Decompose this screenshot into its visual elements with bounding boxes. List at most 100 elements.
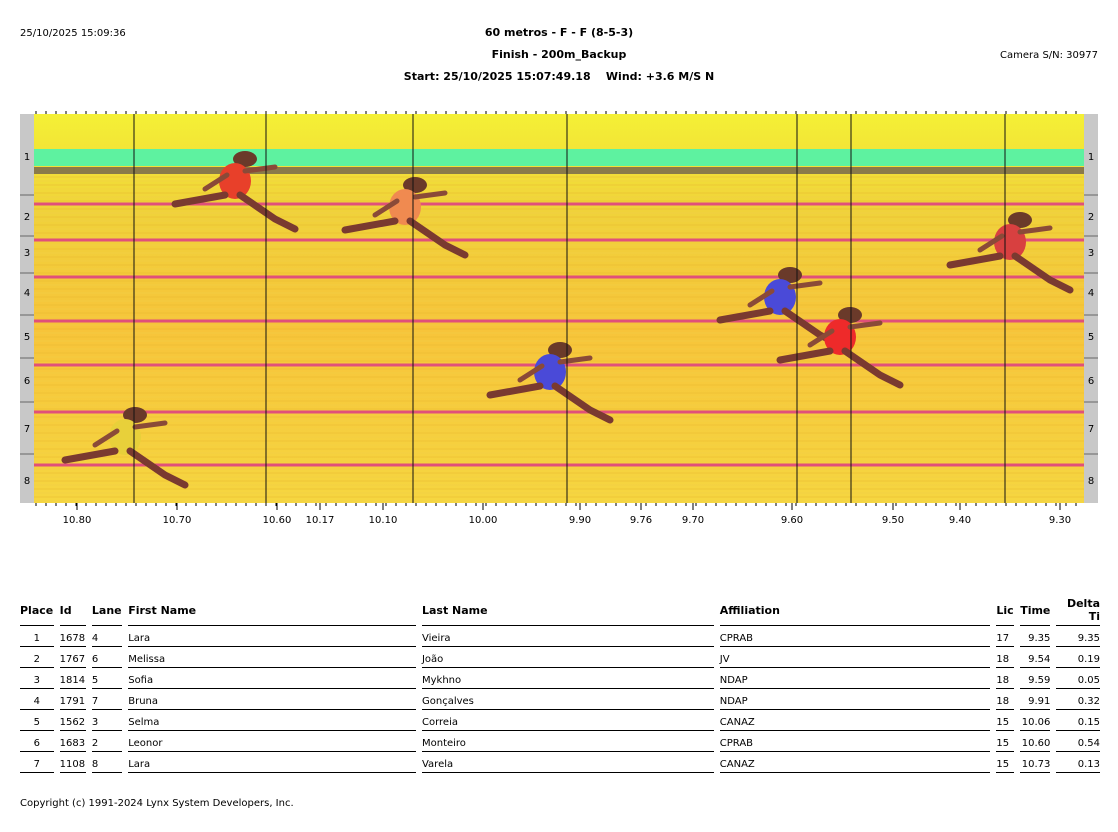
lane-label-left: 8	[24, 476, 30, 487]
time-tick-label: 10.70	[163, 515, 192, 525]
cell-time: 9.91	[1019, 688, 1051, 710]
cell-time: 10.60	[1019, 730, 1051, 752]
lane-label-right: 6	[1088, 376, 1094, 387]
print-timestamp: 25/10/2025 15:09:36	[20, 28, 126, 39]
cell-affiliation: CANAZ	[719, 709, 991, 731]
left-lane-bar	[20, 114, 34, 503]
cell-lic: 15	[996, 751, 1014, 773]
lane-label-right: 4	[1088, 288, 1094, 299]
copyright: Copyright (c) 1991-2024 Lynx System Deve…	[20, 798, 294, 809]
cell-delta-time: 0.32	[1056, 688, 1100, 710]
col-header-last-name: Last Name	[421, 597, 714, 626]
lane-line	[34, 202, 1084, 206]
table-row: 4 1791 7 Bruna Gonçalves NDAP 18 9.91 0.32	[20, 688, 1100, 710]
cell-time: 10.73	[1019, 751, 1051, 773]
runner-lane-8	[61, 407, 189, 489]
cell-lane: 2	[91, 730, 123, 752]
col-header-lic: Lic	[996, 597, 1014, 626]
event-title: 60 metros - F - F (8-5-3)	[484, 26, 634, 39]
dark-band	[34, 167, 1084, 174]
cell-first-name: Leonor	[128, 730, 416, 752]
cell-first-name: Selma	[128, 709, 416, 731]
cell-lane: 3	[91, 709, 123, 731]
cell-id: 1678	[59, 625, 86, 647]
lane-line	[34, 238, 1084, 242]
lane-label-left: 6	[24, 376, 30, 387]
event-subtitle: Finish - 200m_Backup	[491, 48, 627, 61]
cell-place: 3	[20, 667, 54, 689]
cell-first-name: Lara	[128, 751, 416, 773]
cell-lane: 4	[91, 625, 123, 647]
cell-lic: 18	[996, 667, 1014, 689]
results-table: Place Id Lane First Name Last Name Affiliatio…	[20, 597, 1100, 773]
cell-last-name: Monteiro	[421, 730, 714, 752]
cell-lane: 8	[91, 751, 123, 773]
runner-lane-2	[171, 151, 299, 233]
lane-line	[34, 410, 1084, 414]
cell-delta-time: 9.35	[1056, 625, 1100, 647]
time-tick-label: 10.10	[369, 515, 398, 525]
cell-delta-time: 0.15	[1056, 709, 1100, 731]
start-wind-info: Start: 25/10/2025 15:07:49.18 Wind: +3.6…	[403, 70, 715, 83]
table-row: 6 1683 2 Leonor Monteiro CPRAB 15 10.60 0.54	[20, 730, 1100, 752]
col-header-id: Id	[59, 597, 86, 626]
lane-label-right: 8	[1088, 476, 1094, 487]
runner-lane-6	[776, 307, 904, 389]
cell-time: 9.35	[1019, 625, 1051, 647]
cell-affiliation: NDAP	[719, 667, 991, 689]
lane-label-left: 4	[24, 288, 30, 299]
cell-lic: 15	[996, 709, 1014, 731]
cell-delta-time: 0.19	[1056, 646, 1100, 668]
runner-lane-4	[946, 212, 1074, 294]
results-header-row: Place Id Lane First Name Last Name Affiliatio…	[20, 597, 1100, 626]
cell-lic: 17	[996, 625, 1014, 647]
lane-label-left: 7	[24, 424, 30, 435]
table-row: 1 1678 4 Lara Vieira CPRAB 17 9.35 9.35	[20, 625, 1100, 647]
cell-affiliation: CPRAB	[719, 730, 991, 752]
right-lane-bar	[1084, 114, 1098, 503]
time-tick-label: 10.80	[63, 515, 92, 525]
camera-serial: Camera S/N: 30977	[1000, 50, 1098, 61]
lane-label-left: 5	[24, 332, 30, 343]
cell-lane: 6	[91, 646, 123, 668]
cell-lic: 18	[996, 646, 1014, 668]
lane-line	[34, 463, 1084, 467]
cell-affiliation: NDAP	[719, 688, 991, 710]
cell-last-name: Varela	[421, 751, 714, 773]
cell-place: 4	[20, 688, 54, 710]
cell-delta-time: 0.13	[1056, 751, 1100, 773]
cell-last-name: Gonçalves	[421, 688, 714, 710]
time-tick-label: 9.90	[569, 515, 591, 525]
cell-first-name: Lara	[128, 625, 416, 647]
cell-first-name: Sofia	[128, 667, 416, 689]
cell-lane: 5	[91, 667, 123, 689]
lane-label-right: 2	[1088, 212, 1094, 223]
lane-line	[34, 275, 1084, 279]
cell-first-name: Melissa	[128, 646, 416, 668]
col-header-time: Time	[1019, 597, 1051, 626]
cell-id: 1108	[59, 751, 86, 773]
time-tick-label: 10.00	[469, 515, 498, 525]
col-header-lane: Lane	[91, 597, 123, 626]
time-tick-label: 9.50	[882, 515, 904, 525]
lane-label-right: 5	[1088, 332, 1094, 343]
time-tick-label: 9.76	[630, 515, 652, 525]
cell-delta-time: 0.05	[1056, 667, 1100, 689]
cell-id: 1683	[59, 730, 86, 752]
col-header-affiliation: Affiliation	[719, 597, 991, 626]
cell-id: 1767	[59, 646, 86, 668]
cell-lane: 7	[91, 688, 123, 710]
runner-lane-3	[341, 177, 469, 259]
cell-last-name: Correia	[421, 709, 714, 731]
cell-place: 5	[20, 709, 54, 731]
cell-place: 2	[20, 646, 54, 668]
cell-id: 1791	[59, 688, 86, 710]
time-tick-label: 10.17	[306, 515, 335, 525]
cell-first-name: Bruna	[128, 688, 416, 710]
col-header-place: Place	[20, 597, 54, 626]
cell-delta-time: 0.54	[1056, 730, 1100, 752]
cell-time: 9.54	[1019, 646, 1051, 668]
time-tick-label: 9.40	[949, 515, 971, 525]
lane-label-left: 1	[24, 152, 30, 163]
lane-label-left: 2	[24, 212, 30, 223]
